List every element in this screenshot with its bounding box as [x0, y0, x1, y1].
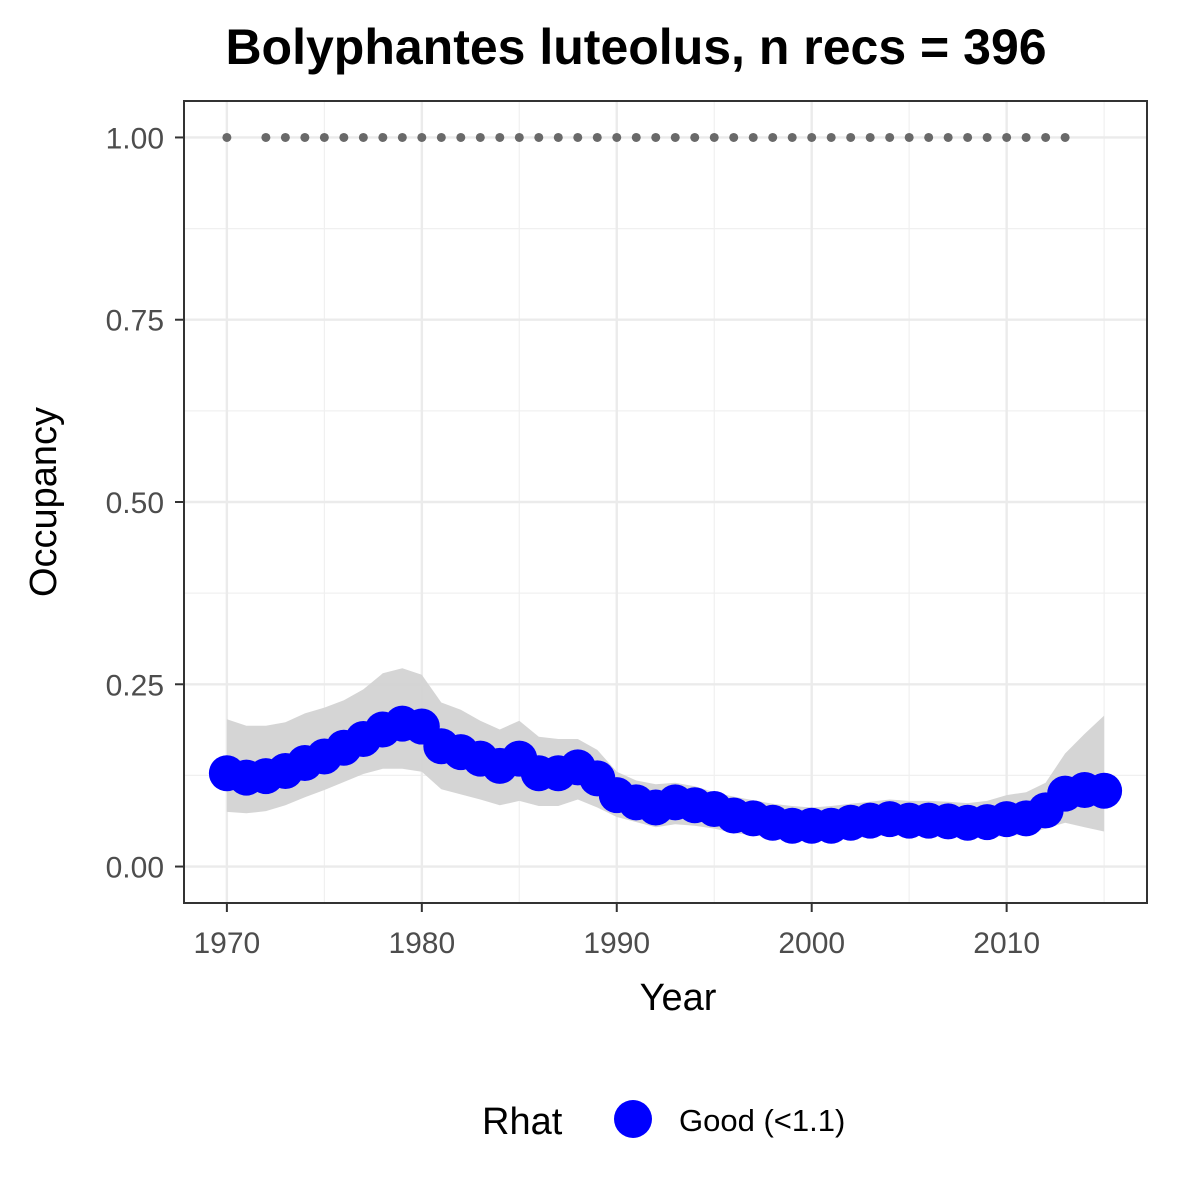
record-year-dot: [924, 132, 934, 142]
x-tick-label: 1970: [194, 927, 261, 960]
record-year-dot: [826, 132, 836, 142]
y-tick-label: 0.75: [106, 305, 164, 338]
record-year-dot: [495, 132, 505, 142]
chart-title: Bolyphantes luteolus, n recs = 396: [225, 19, 1046, 75]
record-year-dot: [709, 132, 719, 142]
occupancy-points: [208, 705, 1123, 844]
record-year-dot: [456, 132, 466, 142]
record-year-dot: [885, 132, 895, 142]
record-year-dot: [612, 132, 622, 142]
confidence-band: [226, 668, 1105, 841]
record-year-dot: [904, 132, 914, 142]
y-tick-label: 0.50: [106, 487, 164, 520]
record-year-dot: [300, 132, 310, 142]
record-year-dot: [358, 132, 368, 142]
y-tick-labels: 0.00 0.25 0.50 0.75 1.00: [106, 122, 164, 884]
record-year-dot: [475, 132, 485, 142]
record-year-dot: [417, 132, 427, 142]
x-tick-label: 1980: [388, 927, 455, 960]
record-year-markers: [222, 132, 1070, 142]
record-year-dot: [982, 132, 992, 142]
y-tick-label: 0.00: [106, 852, 164, 885]
record-year-dot: [729, 132, 739, 142]
record-year-dot: [1060, 132, 1070, 142]
y-tick-label: 1.00: [106, 122, 164, 155]
record-year-dot: [690, 132, 700, 142]
x-tick-label: 2010: [973, 927, 1040, 960]
record-year-dot: [787, 132, 797, 142]
record-year-dot: [768, 132, 778, 142]
record-year-dot: [319, 132, 329, 142]
legend-label-good: Good (<1.1): [679, 1103, 845, 1138]
record-year-dot: [943, 132, 953, 142]
record-year-dot: [534, 132, 544, 142]
x-axis-title: Year: [640, 977, 717, 1019]
record-year-dot: [748, 132, 758, 142]
record-year-dot: [963, 132, 973, 142]
record-year-dot: [222, 132, 232, 142]
record-year-dot: [1002, 132, 1012, 142]
record-year-dot: [670, 132, 680, 142]
record-year-dot: [592, 132, 602, 142]
record-year-dot: [865, 132, 875, 142]
legend-title: Rhat: [482, 1101, 563, 1143]
record-year-dot: [807, 132, 817, 142]
record-year-dot: [514, 132, 524, 142]
ci-band-area: [226, 668, 1105, 841]
record-year-dot: [261, 132, 271, 142]
x-tick-label: 1990: [583, 927, 650, 960]
record-year-dot: [339, 132, 349, 142]
record-year-dot: [436, 132, 446, 142]
record-year-dot: [378, 132, 388, 142]
record-year-dot: [553, 132, 563, 142]
x-tick-label: 2000: [778, 927, 845, 960]
occupancy-point: [1086, 772, 1123, 809]
record-year-dot: [631, 132, 641, 142]
record-year-dot: [280, 132, 290, 142]
axis-ticks: [175, 136, 1008, 912]
record-year-dot: [846, 132, 856, 142]
record-year-dot: [397, 132, 407, 142]
legend-key-good: [614, 1100, 652, 1138]
record-year-dot: [1021, 132, 1031, 142]
y-tick-label: 0.25: [106, 669, 164, 702]
record-year-dot: [1041, 132, 1051, 142]
legend: Rhat Good (<1.1): [482, 1100, 845, 1143]
x-tick-labels: 1970 1980 1990 2000 2010: [194, 927, 1041, 960]
y-axis-title: Occupancy: [23, 407, 65, 597]
record-year-dot: [651, 132, 661, 142]
record-year-dot: [573, 132, 583, 142]
